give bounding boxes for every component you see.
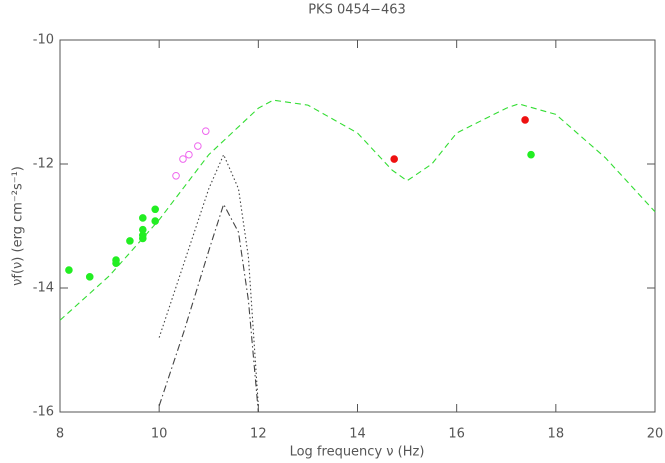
data-point [172, 171, 180, 180]
y-tick-label: -12 [33, 157, 54, 172]
model-curve [158, 202, 259, 413]
model-curve [59, 99, 656, 321]
data-point [112, 259, 120, 268]
x-tick-label: 14 [349, 427, 366, 442]
x-tick-label: 18 [548, 427, 565, 442]
model-curve [158, 153, 259, 406]
plot-frame [59, 39, 656, 413]
x-tick-label: 10 [151, 427, 168, 442]
y-axis-label: νf(ν) (erg cm⁻²s⁻¹) [11, 166, 26, 286]
data-point [126, 237, 134, 245]
data-point [527, 150, 535, 159]
data-point [139, 234, 147, 243]
data-point [179, 155, 187, 163]
data-point [194, 142, 202, 150]
x-axis-label: Log frequency ν (Hz) [290, 445, 425, 460]
data-point [151, 217, 159, 225]
x-tick-label: 8 [56, 427, 64, 442]
x-tick-label: 12 [250, 427, 267, 442]
y-tick-label: -16 [33, 405, 54, 420]
y-tick-label: -10 [33, 33, 54, 48]
data-point [65, 266, 73, 274]
x-tick-label: 20 [647, 427, 664, 442]
data-point [185, 150, 193, 159]
data-point [151, 205, 159, 214]
data-point [85, 273, 94, 281]
data-point [201, 127, 210, 135]
data-point [139, 214, 147, 222]
chart-title: PKS 0454−463 [308, 3, 406, 18]
y-tick-label: -14 [33, 281, 54, 296]
x-tick-label: 16 [448, 427, 465, 442]
data-point [521, 116, 529, 124]
data-point [390, 155, 398, 163]
